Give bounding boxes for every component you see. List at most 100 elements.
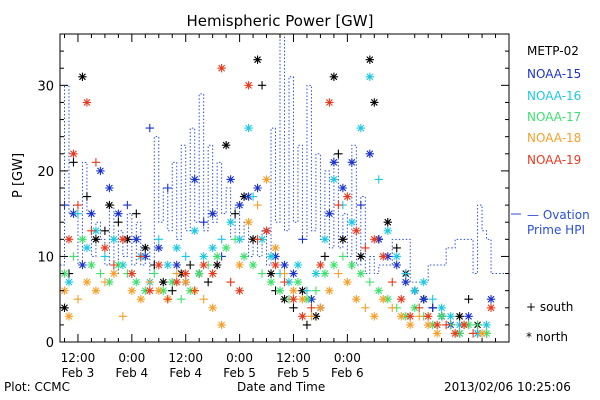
north-point [298, 295, 307, 304]
south-point [69, 252, 78, 261]
south-point [91, 158, 101, 167]
x-tick-date: Feb 3 [62, 366, 95, 380]
north-point [311, 312, 321, 321]
north-point [141, 252, 150, 261]
legend-north-marker: * north [526, 330, 569, 344]
legend-ovation-line1: — Ovation [527, 208, 590, 222]
north-point [181, 277, 190, 287]
north-point [347, 218, 357, 227]
legend-noaa17: NOAA-17 [527, 110, 582, 124]
north-point [365, 72, 375, 81]
north-point [320, 235, 330, 244]
south-point [468, 329, 478, 338]
y-tick-label: 0 [46, 336, 54, 351]
north-point [78, 260, 87, 270]
north-point [482, 329, 491, 338]
x-tick-date: Feb 6 [331, 366, 364, 380]
north-point [221, 243, 231, 253]
ovation-line [60, 33, 509, 283]
footer-timestamp: 2013/02/06 10:25:06 [444, 380, 571, 394]
north-point [64, 312, 74, 321]
south-point [253, 200, 262, 210]
north-point [248, 235, 258, 244]
south-point [163, 183, 172, 193]
north-point [365, 149, 375, 158]
legend-south-marker: + south [526, 300, 574, 314]
north-point [410, 286, 419, 295]
south-point [253, 235, 262, 244]
north-point [199, 260, 208, 270]
north-point [221, 141, 231, 150]
north-point [347, 158, 357, 167]
north-point [329, 260, 339, 270]
north-point [168, 277, 177, 287]
north-point [316, 303, 325, 312]
north-point [302, 295, 312, 304]
north-point [392, 260, 401, 270]
north-point [235, 260, 244, 270]
north-point [181, 269, 190, 278]
north-point [82, 277, 92, 287]
north-point [60, 269, 69, 278]
north-point [159, 277, 168, 287]
south-point [87, 226, 96, 235]
north-point [91, 286, 101, 295]
south-point [392, 243, 401, 253]
south-point [100, 252, 110, 261]
north-point [172, 260, 181, 270]
south-point [177, 295, 186, 304]
north-point [455, 329, 464, 338]
south-point [388, 303, 397, 312]
north-point [392, 252, 401, 261]
south-point [320, 252, 330, 261]
south-point [415, 303, 424, 312]
south-point [163, 295, 172, 304]
south-point [118, 312, 128, 321]
x-axis-label: Date and Time [237, 380, 326, 394]
north-point [244, 218, 253, 227]
north-point [244, 81, 253, 90]
north-point [437, 312, 446, 321]
north-point [459, 320, 469, 330]
north-point [275, 286, 285, 295]
legend-noaa16: NOAA-16 [527, 89, 582, 103]
south-point [73, 295, 83, 304]
south-point [100, 277, 110, 287]
north-point [132, 277, 141, 287]
north-point [352, 295, 361, 304]
north-point [271, 243, 280, 253]
south-point [415, 312, 424, 321]
north-point [289, 286, 298, 295]
north-point [266, 277, 276, 287]
north-point [289, 269, 298, 278]
south-point [96, 269, 105, 278]
legend-noaa18: NOAA-18 [527, 131, 582, 145]
north-point [280, 260, 289, 270]
north-point [284, 277, 294, 287]
south-point [428, 295, 437, 304]
south-point [257, 269, 267, 278]
north-point [450, 329, 460, 338]
north-point [159, 286, 168, 295]
south-point [109, 260, 119, 270]
north-point [365, 55, 375, 64]
north-point [217, 320, 226, 330]
north-point [186, 286, 195, 295]
south-point [280, 277, 289, 287]
north-point [132, 235, 141, 244]
legend-noaa15: NOAA-15 [527, 67, 582, 81]
north-point [190, 175, 199, 184]
north-point [307, 295, 316, 304]
south-point [302, 286, 312, 295]
north-point [82, 243, 92, 253]
south-point [361, 243, 370, 253]
x-tick-time: 12:00 [168, 351, 203, 365]
north-point [244, 123, 253, 133]
south-point [172, 269, 181, 278]
north-point [356, 269, 366, 278]
legend-ovation-line2: Prime HPI [527, 223, 585, 237]
x-tick-time: 0:00 [334, 351, 361, 365]
north-point [248, 260, 258, 270]
north-point [127, 286, 137, 295]
